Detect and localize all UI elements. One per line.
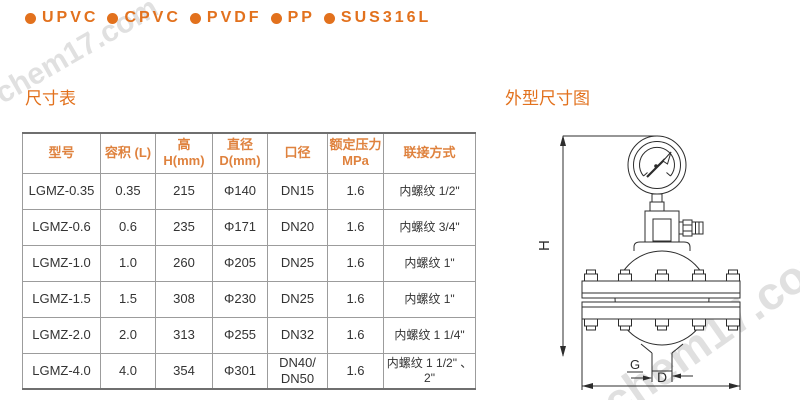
column-header: 联接方式 — [383, 132, 476, 174]
cell-diameter: Φ255 — [212, 316, 268, 354]
cell-model: LGMZ-1.5 — [22, 280, 101, 318]
table-row: LGMZ-1.0 1.0 260 Φ205 DN25 1.6 内螺纹 1" — [22, 244, 476, 282]
material-item: UPVC — [25, 9, 98, 27]
cell-port: DN32 — [267, 316, 328, 354]
material-label: PVDF — [206, 9, 262, 26]
cell-pressure: 1.6 — [327, 172, 384, 210]
material-label: SUS316L — [340, 9, 432, 26]
cell-connection: 内螺纹 1 1/4" — [383, 316, 476, 354]
table-row: LGMZ-0.6 0.6 235 Φ171 DN20 1.6 内螺纹 3/4" — [22, 208, 476, 246]
cell-volume: 0.35 — [100, 172, 156, 210]
column-header: 额定压力 MPa — [327, 132, 384, 174]
column-header: 直径 D(mm) — [212, 132, 268, 174]
cell-model: LGMZ-0.35 — [22, 172, 101, 210]
cell-connection: 内螺纹 1" — [383, 244, 476, 282]
material-label: PP — [287, 9, 315, 26]
cell-volume: 1.5 — [100, 280, 156, 318]
cell-port: DN40/ DN50 — [267, 352, 328, 390]
cell-height: 308 — [155, 280, 213, 318]
table-row: LGMZ-0.35 0.35 215 Φ140 DN15 1.6 内螺纹 1/2… — [22, 172, 476, 210]
cell-height: 235 — [155, 208, 213, 246]
cell-connection: 内螺纹 1" — [383, 280, 476, 318]
cell-pressure: 1.6 — [327, 352, 384, 390]
column-header: 型号 — [22, 132, 101, 174]
bullet-icon — [189, 12, 201, 24]
cell-port: DN20 — [267, 208, 328, 246]
column-header: 口径 — [267, 132, 328, 174]
cell-volume: 1.0 — [100, 244, 156, 282]
cell-height: 313 — [155, 316, 213, 354]
material-item: PVDF — [189, 9, 262, 27]
material-item: PP — [270, 9, 315, 27]
cell-volume: 0.6 — [100, 208, 156, 246]
cell-height: 260 — [155, 244, 213, 282]
dimension-label-g: G — [630, 357, 640, 372]
materials-list: UPVC CPVC PVDF PP SUS316L — [25, 9, 431, 27]
cell-volume: 4.0 — [100, 352, 156, 390]
cell-height: 215 — [155, 172, 213, 210]
dimension-table: 型号 容积 (L) 高 H(mm) 直径 D(mm) 口径 额定压力 MPa 联… — [22, 132, 476, 390]
cell-model: LGMZ-0.6 — [22, 208, 101, 246]
cell-connection: 内螺纹 1 1/2" 、 2" — [383, 352, 476, 390]
cell-height: 354 — [155, 352, 213, 390]
cell-port: DN25 — [267, 244, 328, 282]
cell-model: LGMZ-1.0 — [22, 244, 101, 282]
cell-pressure: 1.6 — [327, 316, 384, 354]
material-label: UPVC — [42, 9, 99, 26]
dimension-table-title: 尺寸表 — [25, 89, 76, 108]
column-header: 高 H(mm) — [155, 132, 213, 174]
cell-pressure: 1.6 — [327, 208, 384, 246]
dimension-label-h: H — [536, 240, 553, 251]
cell-connection: 内螺纹 1/2" — [383, 172, 476, 210]
flange-bolts-top — [584, 269, 740, 282]
flange-assembly — [581, 280, 741, 320]
cell-pressure: 1.6 — [327, 280, 384, 318]
table-row: LGMZ-2.0 2.0 313 Φ255 DN32 1.6 内螺纹 1 1/4… — [22, 316, 476, 354]
cell-diameter: Φ171 — [212, 208, 268, 246]
bullet-icon — [25, 12, 36, 24]
table-row: LGMZ-1.5 1.5 308 Φ230 DN25 1.6 内螺纹 1" — [22, 280, 476, 318]
material-item: SUS316L — [323, 9, 432, 27]
side-fitting — [678, 221, 684, 235]
cell-volume: 2.0 — [100, 316, 156, 354]
cell-diameter: Φ140 — [212, 172, 268, 210]
cell-diameter: Φ230 — [212, 280, 268, 318]
bullet-icon — [323, 12, 335, 24]
outline-dimension-drawing: H G D — [525, 120, 800, 396]
cell-diameter: Φ205 — [212, 244, 268, 282]
bullet-icon — [270, 12, 282, 24]
flange-bolts-bottom — [584, 318, 740, 331]
material-item: CPVC — [107, 9, 180, 27]
cell-model: LGMZ-4.0 — [22, 352, 101, 390]
bullet-icon — [107, 12, 119, 24]
cell-port: DN15 — [267, 172, 328, 210]
table-header-row: 型号 容积 (L) 高 H(mm) 直径 D(mm) 口径 额定压力 MPa 联… — [22, 132, 476, 174]
cell-pressure: 1.6 — [327, 244, 384, 282]
column-header: 容积 (L) — [100, 132, 156, 174]
dampener-drawing: H G D — [536, 135, 741, 390]
cell-port: DN25 — [267, 280, 328, 318]
dimension-label-d: D — [657, 369, 667, 385]
table-row: LGMZ-4.0 4.0 354 Φ301 DN40/ DN50 1.6 内螺纹… — [22, 352, 476, 390]
cell-model: LGMZ-2.0 — [22, 316, 101, 354]
outline-diagram-title: 外型尺寸图 — [505, 89, 590, 108]
material-label: CPVC — [124, 9, 181, 26]
cell-diameter: Φ301 — [212, 352, 268, 390]
cell-connection: 内螺纹 3/4" — [383, 208, 476, 246]
